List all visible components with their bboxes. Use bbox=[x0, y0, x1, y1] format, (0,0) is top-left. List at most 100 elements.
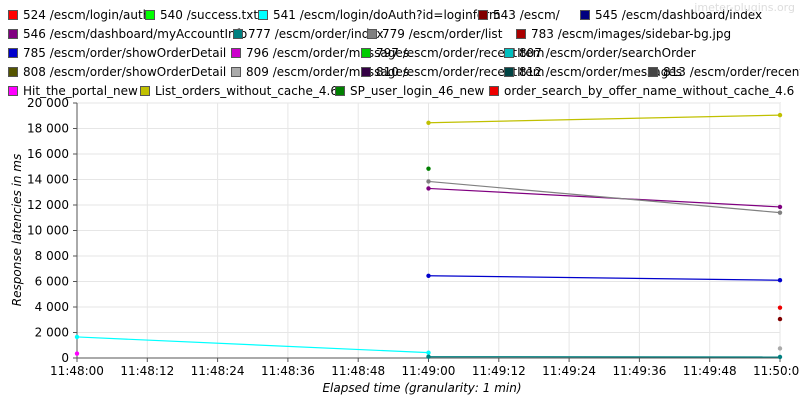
legend-label: 813 /escm/order/recentItem bbox=[663, 64, 800, 79]
legend-item: 777 /escm/order/index bbox=[233, 24, 384, 43]
data-point bbox=[74, 334, 80, 340]
legend-item: 524 /escm/login/auth bbox=[8, 5, 150, 24]
legend-swatch bbox=[140, 85, 150, 96]
legend-swatch bbox=[361, 47, 371, 58]
legend-swatch bbox=[258, 9, 268, 20]
legend-item: 546 /escm/dashboard/myAccountInfo bbox=[8, 24, 247, 43]
legend-item: 545 /escm/dashboard/index bbox=[580, 5, 762, 24]
series-line bbox=[76, 336, 429, 354]
legend-item: Hit_the_portal_new bbox=[8, 81, 138, 100]
data-point bbox=[426, 354, 431, 359]
y-tick-label: 16 000 bbox=[27, 147, 69, 161]
legend-item: 543 /escm/ bbox=[478, 5, 560, 24]
legend-label: 524 /escm/login/auth bbox=[23, 7, 151, 22]
legend-swatch bbox=[8, 47, 18, 58]
legend-swatch bbox=[335, 85, 345, 96]
y-tick-label: 0 bbox=[61, 351, 69, 365]
legend-swatch bbox=[8, 28, 18, 39]
legend-item: 541 /escm/login/doAuth?id=loginform bbox=[258, 5, 501, 24]
data-point bbox=[777, 210, 783, 215]
series-line bbox=[428, 275, 781, 281]
x-tick-label: 11:48:24 bbox=[191, 364, 245, 378]
legend-item: 808 /escm/order/showOrderDetail bbox=[8, 62, 226, 81]
x-tick-label: 11:48:12 bbox=[120, 364, 174, 378]
legend-item: 783 /escm/images/sidebar-bg.jpg bbox=[516, 24, 731, 43]
legend-swatch bbox=[478, 9, 488, 20]
legend-item: 813 /escm/order/recentItem bbox=[648, 62, 800, 81]
legend-label: Hit_the_portal_new bbox=[23, 83, 138, 98]
y-tick-label: 4 000 bbox=[35, 300, 69, 314]
legend-swatch bbox=[8, 66, 18, 77]
data-point bbox=[426, 186, 431, 191]
legend-label: 777 /escm/order/index bbox=[248, 26, 384, 41]
legend-label: 807 /escm/order/searchOrder bbox=[519, 45, 696, 60]
y-tick-label: 10 000 bbox=[27, 224, 69, 238]
legend-label: 540 /success.txt bbox=[160, 7, 259, 22]
y-tick-label: 8 000 bbox=[35, 249, 69, 263]
legend-label: 779 /escm/order/list bbox=[382, 26, 503, 41]
legend-label: order_search_by_offer_name_without_cache… bbox=[504, 83, 795, 98]
data-point bbox=[777, 112, 783, 118]
legend-item: 785 /escm/order/showOrderDetail bbox=[8, 43, 226, 62]
data-point bbox=[777, 278, 783, 283]
x-tick-label: 11:49:12 bbox=[472, 364, 526, 378]
x-tick-label: 11:48:36 bbox=[261, 364, 315, 378]
legend-label: 541 /escm/login/doAuth?id=loginform bbox=[273, 7, 501, 22]
legend-swatch bbox=[504, 47, 514, 58]
series-line bbox=[428, 180, 781, 214]
data-point bbox=[426, 120, 431, 125]
chart-legend: 524 /escm/login/auth 540 /success.txt 541 … bbox=[0, 0, 800, 100]
x-tick-label: 11:49:00 bbox=[402, 364, 456, 378]
x-tick-label: 11:48:48 bbox=[331, 364, 385, 378]
data-point bbox=[777, 346, 783, 351]
legend-label: 810 /escm/order/recentItem bbox=[376, 64, 545, 79]
legend-item: 540 /success.txt bbox=[145, 5, 258, 24]
y-tick-label: 12 000 bbox=[27, 198, 69, 212]
legend-swatch bbox=[8, 9, 18, 20]
data-point bbox=[426, 273, 431, 278]
series-line bbox=[428, 187, 781, 208]
x-tick-label: 11:49:36 bbox=[612, 364, 666, 378]
data-point bbox=[777, 316, 783, 322]
legend-label: 808 /escm/order/showOrderDetail bbox=[23, 64, 227, 79]
y-axis-title: Response latencies in ms bbox=[10, 154, 24, 306]
legend-swatch bbox=[145, 9, 155, 20]
series-line bbox=[428, 114, 781, 124]
legend-item: SP_user_login_46_new bbox=[335, 81, 484, 100]
legend-item: 812 /escm/order/messages bbox=[504, 62, 682, 81]
legend-swatch bbox=[580, 9, 590, 20]
data-point bbox=[426, 179, 431, 184]
data-point bbox=[777, 204, 783, 210]
x-tick-label: 11:48:00 bbox=[50, 364, 104, 378]
legend-swatch bbox=[231, 47, 241, 58]
legend-swatch bbox=[648, 66, 658, 77]
legend-swatch bbox=[516, 28, 526, 39]
legend-item: List_orders_without_cache_4.6 bbox=[140, 81, 338, 100]
x-axis-title: Elapsed time (granularity: 1 min) bbox=[322, 381, 521, 395]
watermark: jmeter-plugins.org bbox=[693, 1, 795, 14]
data-point bbox=[74, 351, 80, 356]
legend-label: 812 /escm/order/messages bbox=[519, 64, 682, 79]
legend-swatch bbox=[367, 28, 377, 39]
data-point bbox=[426, 166, 431, 171]
legend-item: 797 /escm/order/recentItem bbox=[361, 43, 544, 62]
legend-item: 779 /escm/order/list bbox=[367, 24, 502, 43]
legend-swatch bbox=[233, 28, 243, 39]
x-tick-label: 11:49:48 bbox=[683, 364, 737, 378]
legend-item: 810 /escm/order/recentItem bbox=[361, 62, 544, 81]
legend-swatch bbox=[8, 85, 18, 96]
legend-label: List_orders_without_cache_4.6 bbox=[155, 83, 338, 98]
data-point bbox=[426, 350, 431, 355]
y-tick-label: 20 000 bbox=[27, 96, 69, 110]
data-point bbox=[777, 354, 783, 360]
y-tick-label: 18 000 bbox=[27, 122, 69, 136]
legend-swatch bbox=[231, 66, 241, 77]
legend-label: 797 /escm/order/recentItem bbox=[376, 45, 545, 60]
legend-label: 783 /escm/images/sidebar-bg.jpg bbox=[531, 26, 732, 41]
legend-label: 785 /escm/order/showOrderDetail bbox=[23, 45, 227, 60]
data-point bbox=[777, 305, 783, 310]
x-tick-label: 11:49:24 bbox=[542, 364, 596, 378]
y-tick-label: 6 000 bbox=[35, 275, 69, 289]
legend-item: order_search_by_offer_name_without_cache… bbox=[489, 81, 794, 100]
